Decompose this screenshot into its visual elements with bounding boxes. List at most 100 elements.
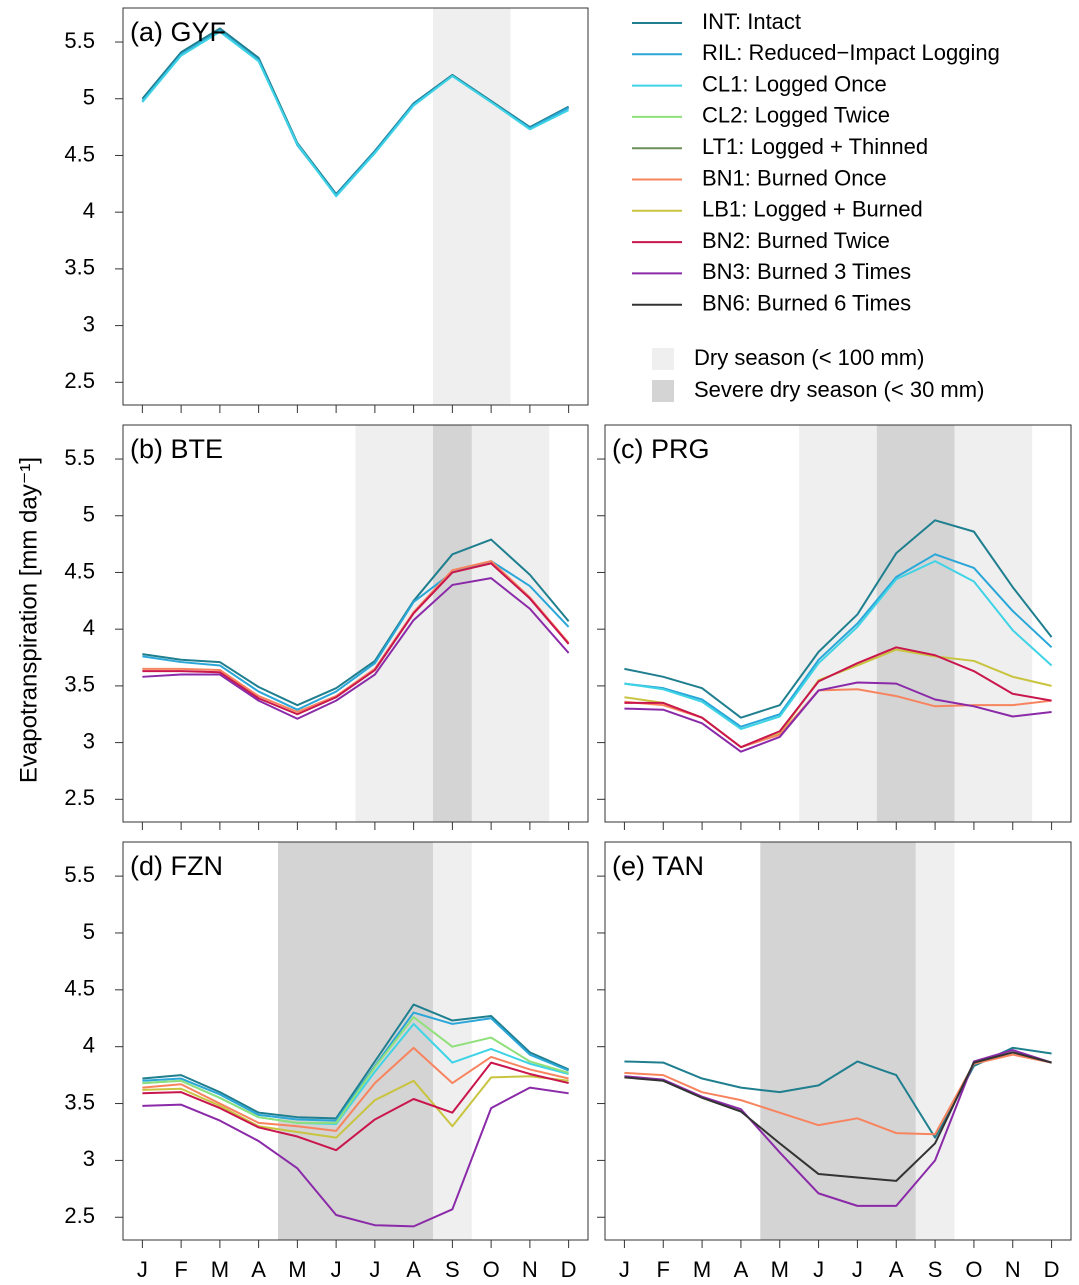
- series-line: [142, 538, 570, 707]
- y-tick-label: 3: [83, 1146, 95, 1171]
- series-line: [142, 1061, 569, 1152]
- y-tick-label: 5: [83, 85, 95, 110]
- panel: (c) PRG: [597, 424, 1072, 830]
- severe-dry-season: [760, 842, 916, 1240]
- legend-label: BN1: Burned Once: [702, 165, 887, 190]
- legend-label: Dry season (< 100 mm): [694, 345, 924, 370]
- y-tick-label: 3: [83, 728, 95, 753]
- y-tick-label: 3.5: [64, 1089, 95, 1114]
- legend-label: CL2: Logged Twice: [702, 103, 890, 128]
- series-line: [142, 1075, 569, 1139]
- x-tick-label: D: [561, 1257, 577, 1282]
- y-tick-label: 3.5: [64, 255, 95, 280]
- y-tick-label: 3.5: [64, 672, 95, 697]
- y-tick-label: 2.5: [64, 785, 95, 810]
- panel: 2.5 3 3.5 4 4.5 5 5.5 (b) BTE: [64, 424, 589, 830]
- y-tick-label: 4.5: [64, 141, 95, 166]
- y-tick-label: 4.5: [64, 976, 95, 1001]
- legend-label: BN6: Burned 6 Times: [702, 291, 911, 316]
- series-line: [624, 646, 1052, 749]
- series-line: [142, 1086, 569, 1228]
- severe-dry-season: [278, 842, 433, 1240]
- y-tick-label: 5.5: [64, 445, 95, 470]
- legend-shade: [652, 380, 674, 402]
- x-tick-label: F: [657, 1257, 670, 1282]
- series-line: [624, 553, 1053, 728]
- series-line: [142, 562, 570, 716]
- legend-label: CL1: Logged Once: [702, 71, 887, 96]
- x-tick-label: S: [928, 1257, 943, 1282]
- y-axis-label: Evapotranspiration [mm day⁻¹]: [15, 457, 42, 783]
- x-tick-label: J: [331, 1257, 342, 1282]
- series-line: [624, 560, 1053, 730]
- y-tick-label: 4: [83, 615, 95, 640]
- y-tick-label: 4: [83, 1032, 95, 1057]
- series-line: [141, 30, 570, 198]
- x-tick-label: O: [483, 1257, 500, 1282]
- y-tick-label: 5: [83, 502, 95, 527]
- panel-title: (c) PRG: [612, 434, 710, 464]
- severe-dry-season: [876, 425, 955, 822]
- x-tick-label: N: [1005, 1257, 1021, 1282]
- x-tick-label: M: [771, 1257, 789, 1282]
- x-tick-label: A: [406, 1257, 421, 1282]
- x-tick-label: J: [813, 1257, 824, 1282]
- x-tick-label: D: [1044, 1257, 1060, 1282]
- panel-frame: [122, 424, 589, 823]
- series-line: [142, 1016, 569, 1124]
- panel-title: (b) BTE: [130, 434, 223, 464]
- x-tick-label: F: [174, 1257, 187, 1282]
- legend-label: Severe dry season (< 30 mm): [694, 377, 984, 402]
- y-tick-label: 5.5: [64, 862, 95, 887]
- x-tick-label: J: [619, 1257, 630, 1282]
- panel-title: (a) GYF: [130, 17, 226, 47]
- series-line: [624, 1051, 1052, 1182]
- panel-frame: [122, 841, 589, 1241]
- panel-title: (e) TAN: [612, 851, 704, 881]
- series-line: [624, 1053, 1052, 1136]
- panel-frame: [122, 7, 589, 406]
- x-tick-label: M: [211, 1257, 229, 1282]
- x-tick-label: M: [288, 1257, 306, 1282]
- legend-label: BN3: Burned 3 Times: [702, 259, 911, 284]
- series-line: [624, 1049, 1052, 1207]
- legend-label: BN2: Burned Twice: [702, 228, 890, 253]
- x-tick-label: A: [734, 1257, 749, 1282]
- panel: J F M A M J J A S O N D(e) TAN: [597, 841, 1072, 1282]
- series-line: [142, 560, 570, 711]
- panel-title: (d) FZN: [130, 851, 223, 881]
- y-tick-label: 5.5: [64, 28, 95, 53]
- x-tick-label: J: [369, 1257, 380, 1282]
- x-tick-label: O: [965, 1257, 982, 1282]
- x-tick-label: M: [693, 1257, 711, 1282]
- legend-label: LT1: Logged + Thinned: [702, 134, 928, 159]
- series-line: [142, 1003, 570, 1120]
- legend-label: RIL: Reduced−Impact Logging: [702, 40, 1000, 65]
- x-tick-label: A: [889, 1257, 904, 1282]
- x-tick-label: J: [852, 1257, 863, 1282]
- series-line: [624, 681, 1052, 753]
- legend-shade: [652, 348, 674, 370]
- series-line: [142, 1046, 569, 1132]
- series-line: [142, 577, 570, 720]
- y-tick-label: 4.5: [64, 558, 95, 583]
- y-tick-label: 4: [83, 198, 95, 223]
- x-tick-label: N: [522, 1257, 538, 1282]
- panel: 2.5 3 3.5 4 4.5 5 5.5 (a) GYF: [64, 7, 589, 413]
- series-line: [624, 519, 1053, 719]
- legend-label: INT: Intact: [702, 9, 801, 34]
- x-tick-label: J: [137, 1257, 148, 1282]
- y-tick-label: 3: [83, 311, 95, 336]
- x-tick-label: S: [445, 1257, 460, 1282]
- panel: 2.533.544.555.5J F M A M J J A S O N D(d) FZN: [64, 841, 589, 1282]
- y-tick-label: 5: [83, 919, 95, 944]
- legend-label: LB1: Logged + Burned: [702, 197, 923, 222]
- y-tick-label: 2.5: [64, 1203, 95, 1228]
- x-tick-label: A: [251, 1257, 266, 1282]
- dry-season: [433, 8, 511, 405]
- severe-dry-season: [433, 425, 472, 822]
- panel-frame: [604, 841, 1072, 1241]
- y-tick-label: 2.5: [64, 368, 95, 393]
- panel-frame: [604, 424, 1072, 823]
